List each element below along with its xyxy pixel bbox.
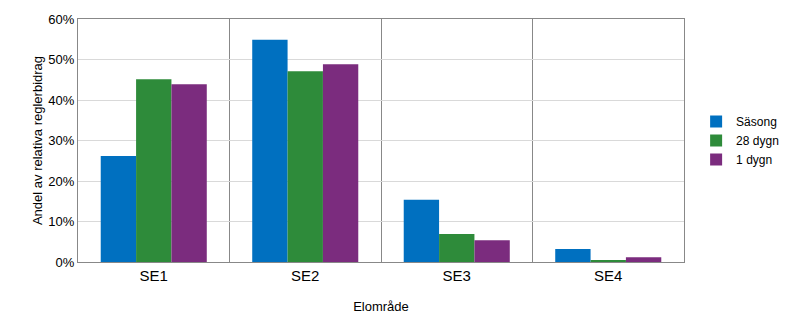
- svg-text:50%: 50%: [48, 52, 74, 67]
- svg-text:SE4: SE4: [594, 267, 622, 284]
- svg-text:10%: 10%: [48, 214, 74, 229]
- svg-text:SE1: SE1: [140, 267, 168, 284]
- svg-text:Andel av relativa reglerbidrag: Andel av relativa reglerbidrag: [30, 56, 45, 225]
- svg-text:40%: 40%: [48, 93, 74, 108]
- svg-text:0%: 0%: [56, 255, 75, 270]
- svg-text:Elområde: Elområde: [353, 299, 409, 314]
- svg-text:20%: 20%: [48, 174, 74, 189]
- svg-text:SE2: SE2: [291, 267, 319, 284]
- svg-text:28 dygn: 28 dygn: [736, 134, 779, 148]
- svg-text:SE3: SE3: [443, 267, 471, 284]
- svg-text:Säsong: Säsong: [736, 115, 777, 129]
- svg-text:60%: 60%: [48, 12, 74, 27]
- svg-text:1 dygn: 1 dygn: [736, 153, 772, 167]
- svg-text:30%: 30%: [48, 133, 74, 148]
